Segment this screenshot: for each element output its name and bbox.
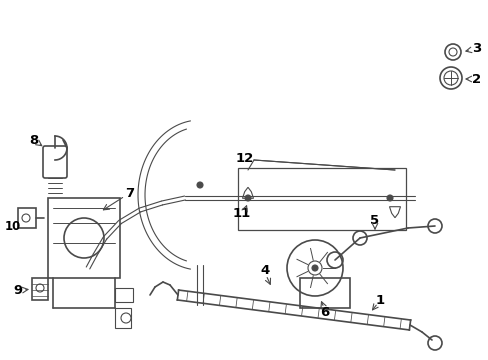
- Bar: [238, 168, 405, 230]
- Text: 10: 10: [5, 220, 21, 233]
- Text: 8: 8: [29, 134, 39, 147]
- Text: 3: 3: [471, 41, 480, 54]
- Circle shape: [197, 182, 203, 188]
- Bar: [299, 278, 349, 308]
- Text: 11: 11: [232, 207, 251, 220]
- Circle shape: [244, 195, 250, 201]
- Text: 5: 5: [370, 213, 379, 226]
- Text: 6: 6: [320, 306, 329, 319]
- Text: 2: 2: [471, 72, 480, 86]
- Text: 12: 12: [235, 152, 254, 165]
- Text: 7: 7: [125, 186, 134, 199]
- Text: 9: 9: [13, 284, 22, 297]
- Bar: [115, 308, 131, 328]
- Bar: [18, 208, 36, 228]
- Text: 1: 1: [375, 293, 384, 306]
- Bar: [48, 198, 120, 278]
- Bar: [32, 278, 48, 300]
- Circle shape: [311, 265, 317, 271]
- Text: 4: 4: [260, 264, 269, 276]
- Bar: [115, 288, 133, 302]
- Circle shape: [386, 195, 392, 201]
